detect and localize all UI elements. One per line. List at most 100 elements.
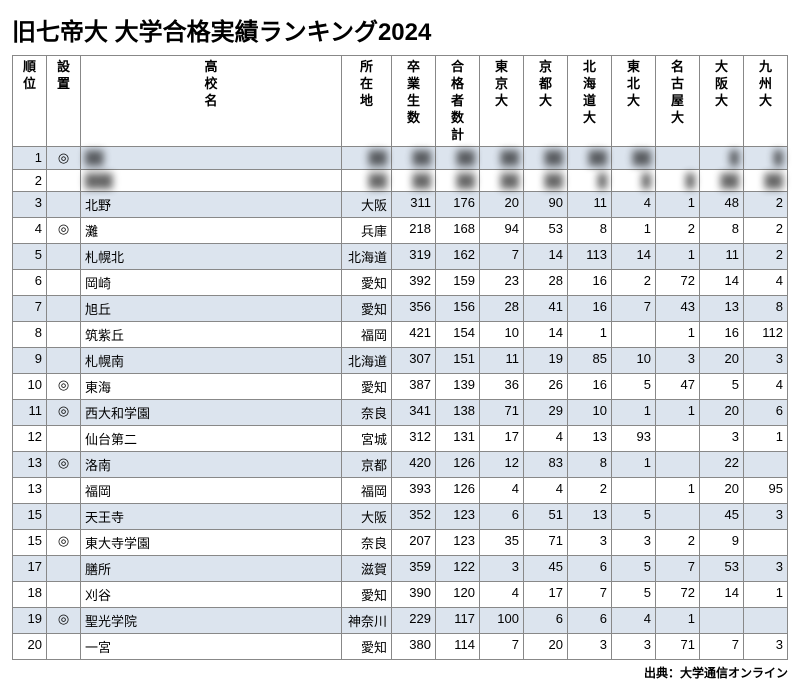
table-row: 1◎██████████████████: [13, 147, 788, 170]
cell-loc: 兵庫: [342, 218, 392, 244]
cell-total: 122: [436, 556, 480, 582]
cell-kyoto: 41: [524, 296, 568, 322]
cell-rank: 19: [13, 608, 47, 634]
cell-osaka: █: [700, 147, 744, 170]
cell-grad: 207: [392, 530, 436, 556]
cell-total: 126: [436, 478, 480, 504]
cell-name: 福岡: [81, 478, 342, 504]
cell-rank: 3: [13, 192, 47, 218]
cell-loc: 大阪: [342, 192, 392, 218]
cell-rank: 15: [13, 530, 47, 556]
cell-loc: 福岡: [342, 322, 392, 348]
cell-total: ██: [436, 147, 480, 170]
cell-total: 154: [436, 322, 480, 348]
cell-mark: [47, 556, 81, 582]
cell-osaka: 5: [700, 374, 744, 400]
cell-kyushu: 6: [744, 400, 788, 426]
cell-hokkaido: 113: [568, 244, 612, 270]
cell-osaka: 22: [700, 452, 744, 478]
cell-tohoku: 93: [612, 426, 656, 452]
table-row: 5札幌北北海道319162714113141112: [13, 244, 788, 270]
column-header: 合 格 者 数 計: [436, 56, 480, 147]
cell-grad: 311: [392, 192, 436, 218]
cell-kyoto: 83: [524, 452, 568, 478]
cell-tohoku: 3: [612, 634, 656, 660]
cell-grad: 390: [392, 582, 436, 608]
cell-rank: 18: [13, 582, 47, 608]
cell-mark: [47, 270, 81, 296]
cell-name: 刈谷: [81, 582, 342, 608]
cell-hokkaido: 85: [568, 348, 612, 374]
cell-total: 168: [436, 218, 480, 244]
cell-hokkaido: 16: [568, 270, 612, 296]
cell-loc: 福岡: [342, 478, 392, 504]
table-row: 2████████████████████: [13, 170, 788, 192]
cell-grad: 218: [392, 218, 436, 244]
cell-kyushu: █: [744, 147, 788, 170]
cell-name: 洛南: [81, 452, 342, 478]
cell-tohoku: 10: [612, 348, 656, 374]
cell-kyushu: 4: [744, 374, 788, 400]
column-header-label: 名 古 屋 大: [671, 59, 684, 127]
cell-nagoya: 43: [656, 296, 700, 322]
cell-hokkaido: 2: [568, 478, 612, 504]
cell-name: 西大和学園: [81, 400, 342, 426]
cell-hokkaido: 16: [568, 296, 612, 322]
cell-mark: ◎: [47, 608, 81, 634]
cell-loc: 愛知: [342, 296, 392, 322]
cell-kyoto: 26: [524, 374, 568, 400]
column-header-label: 設 置: [57, 59, 70, 93]
cell-hokkaido: 8: [568, 218, 612, 244]
table-row: 17膳所滋賀359122345657533: [13, 556, 788, 582]
cell-tokyo: 28: [480, 296, 524, 322]
cell-grad: ██: [392, 147, 436, 170]
cell-loc: 京都: [342, 452, 392, 478]
cell-kyoto: 20: [524, 634, 568, 660]
cell-total: 126: [436, 452, 480, 478]
cell-kyoto: 6: [524, 608, 568, 634]
table-row: 11◎西大和学園奈良34113871291011206: [13, 400, 788, 426]
cell-grad: 307: [392, 348, 436, 374]
column-header: 高 校 名: [81, 56, 342, 147]
cell-grad: 380: [392, 634, 436, 660]
cell-hokkaido: █: [568, 170, 612, 192]
cell-hokkaido: ██: [568, 147, 612, 170]
cell-loc: ██: [342, 147, 392, 170]
cell-name: 札幌南: [81, 348, 342, 374]
cell-kyoto: 29: [524, 400, 568, 426]
cell-mark: ◎: [47, 218, 81, 244]
cell-rank: 1: [13, 147, 47, 170]
cell-name: 仙台第二: [81, 426, 342, 452]
cell-tohoku: 5: [612, 556, 656, 582]
cell-rank: 2: [13, 170, 47, 192]
cell-name: 岡崎: [81, 270, 342, 296]
cell-loc: 奈良: [342, 530, 392, 556]
cell-kyoto: 4: [524, 426, 568, 452]
cell-total: 123: [436, 504, 480, 530]
column-header: 北 海 道 大: [568, 56, 612, 147]
cell-mark: ◎: [47, 530, 81, 556]
cell-nagoya: 71: [656, 634, 700, 660]
cell-hokkaido: 8: [568, 452, 612, 478]
ranking-table: 順 位設 置高 校 名所 在 地卒 業 生 数合 格 者 数 計東 京 大京 都…: [12, 55, 788, 660]
cell-tokyo: 20: [480, 192, 524, 218]
column-header-label: 北 海 道 大: [583, 59, 596, 127]
cell-tohoku: 2: [612, 270, 656, 296]
cell-name: 札幌北: [81, 244, 342, 270]
cell-tokyo: ██: [480, 170, 524, 192]
cell-kyoto: 4: [524, 478, 568, 504]
cell-mark: [47, 504, 81, 530]
table-header-row: 順 位設 置高 校 名所 在 地卒 業 生 数合 格 者 数 計東 京 大京 都…: [13, 56, 788, 147]
cell-kyushu: [744, 452, 788, 478]
cell-loc: ██: [342, 170, 392, 192]
cell-osaka: 14: [700, 270, 744, 296]
cell-tohoku: 5: [612, 582, 656, 608]
cell-kyoto: 51: [524, 504, 568, 530]
cell-hokkaido: 13: [568, 426, 612, 452]
cell-osaka: 9: [700, 530, 744, 556]
cell-kyushu: [744, 608, 788, 634]
cell-osaka: 13: [700, 296, 744, 322]
column-header: 順 位: [13, 56, 47, 147]
cell-mark: [47, 296, 81, 322]
cell-hokkaido: 16: [568, 374, 612, 400]
